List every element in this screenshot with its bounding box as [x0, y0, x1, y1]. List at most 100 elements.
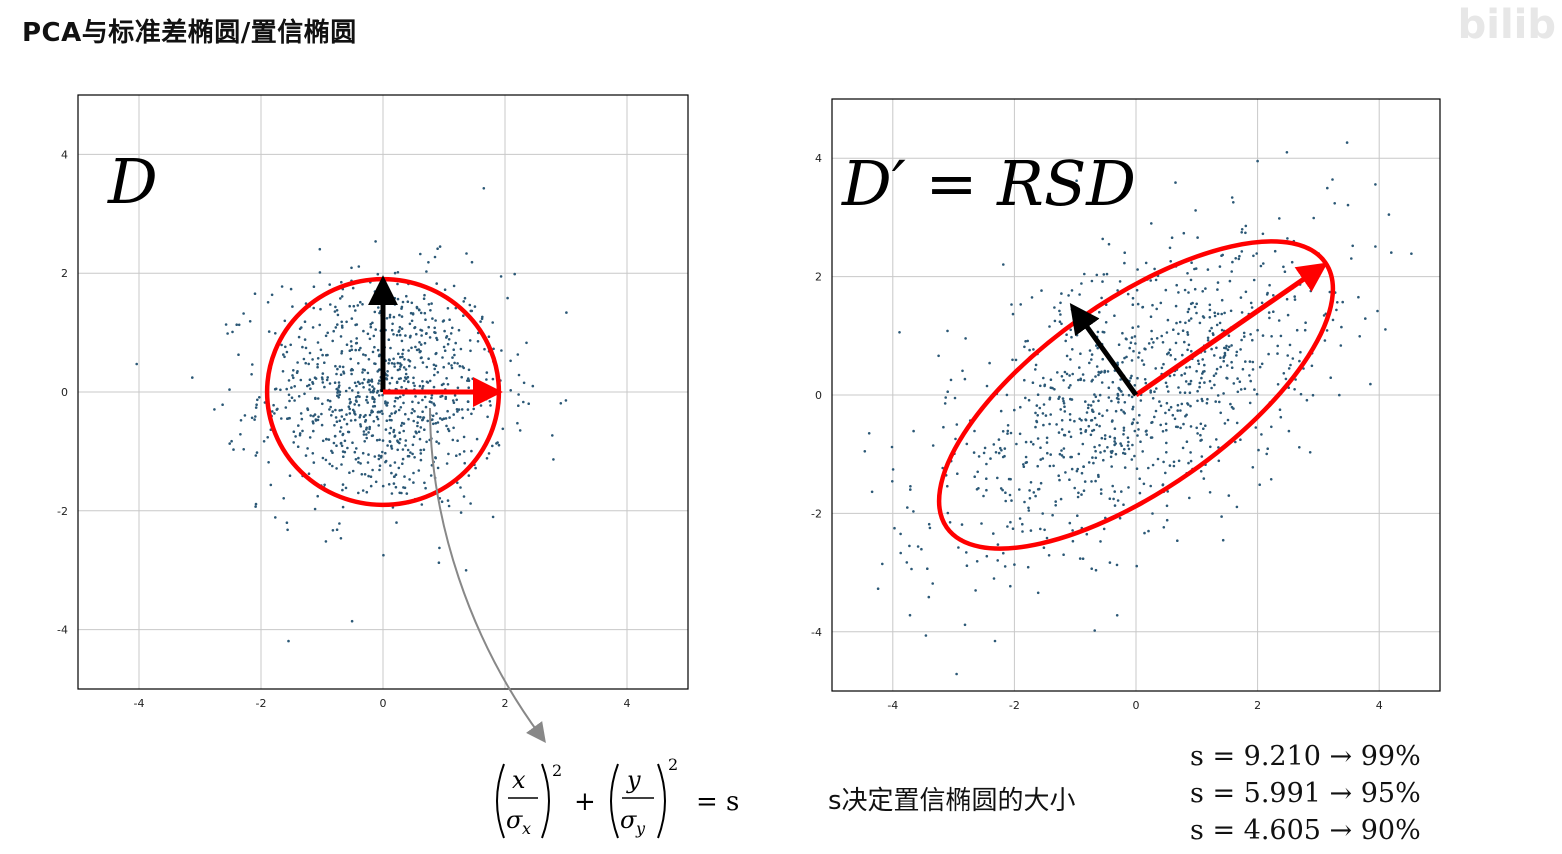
data-point — [334, 408, 337, 412]
data-point — [1182, 231, 1186, 235]
data-point — [456, 481, 459, 485]
data-point — [941, 466, 944, 470]
data-point — [1076, 467, 1079, 471]
data-point — [399, 365, 402, 368]
data-point — [302, 357, 306, 361]
data-point — [1097, 373, 1100, 377]
data-point — [1186, 310, 1190, 314]
data-point — [1046, 451, 1049, 455]
data-point — [459, 486, 462, 489]
data-point — [1149, 436, 1153, 439]
data-point — [964, 337, 967, 340]
data-point — [1123, 261, 1126, 265]
data-point — [1126, 444, 1130, 447]
data-point — [350, 348, 354, 352]
y-tick-label: 0 — [815, 389, 822, 402]
plot-label-d-prime: D′ = RSD — [841, 147, 1136, 220]
data-point — [291, 374, 294, 377]
data-point — [348, 304, 352, 308]
data-point — [334, 326, 338, 329]
data-point — [1225, 344, 1228, 348]
data-point — [1100, 296, 1103, 300]
data-point — [226, 332, 229, 335]
data-point — [287, 639, 290, 643]
data-point — [527, 402, 530, 406]
data-point — [390, 447, 394, 450]
data-point — [1058, 395, 1061, 399]
data-point — [282, 497, 285, 500]
data-point — [1067, 430, 1071, 434]
data-point — [451, 326, 454, 330]
data-point — [1070, 467, 1074, 471]
data-point — [1266, 447, 1269, 451]
data-point — [1158, 400, 1161, 403]
data-point — [437, 442, 441, 445]
data-point — [331, 410, 334, 413]
y-tick-label: 0 — [61, 386, 68, 399]
data-point — [271, 410, 274, 413]
data-point — [311, 358, 314, 361]
data-point — [491, 444, 494, 448]
data-point — [288, 474, 292, 478]
data-point — [254, 505, 257, 508]
data-point — [1169, 405, 1173, 409]
data-point — [1010, 303, 1013, 306]
data-point — [1187, 343, 1191, 347]
data-point — [413, 409, 416, 413]
data-point — [1357, 295, 1360, 299]
data-point — [325, 378, 329, 382]
data-point — [388, 313, 392, 317]
data-point — [1210, 386, 1213, 390]
data-point — [301, 429, 304, 433]
data-point — [299, 412, 303, 415]
data-point — [1218, 321, 1222, 325]
data-point — [983, 446, 987, 450]
data-point — [373, 404, 377, 408]
data-point — [416, 415, 420, 419]
data-point — [470, 412, 473, 416]
data-point — [1257, 448, 1260, 452]
data-point — [316, 363, 319, 366]
data-point — [351, 368, 355, 372]
data-point — [378, 438, 381, 442]
data-point — [390, 362, 394, 365]
data-point — [1184, 380, 1188, 383]
data-point — [1227, 334, 1231, 337]
data-point — [1011, 358, 1014, 362]
data-point — [372, 420, 376, 423]
data-point — [1089, 433, 1093, 437]
data-point — [276, 407, 279, 411]
data-point — [1076, 495, 1080, 499]
data-point — [1024, 461, 1028, 465]
data-point — [415, 332, 418, 336]
data-point — [250, 416, 254, 420]
data-point — [430, 401, 433, 404]
data-point — [1219, 411, 1222, 415]
data-point — [1113, 427, 1117, 431]
data-point — [1165, 441, 1168, 445]
data-point — [433, 331, 437, 334]
data-point — [1269, 478, 1273, 481]
data-point — [424, 405, 428, 409]
data-point — [270, 293, 274, 297]
data-point — [400, 424, 403, 427]
data-point — [1345, 141, 1349, 144]
data-point — [1019, 303, 1022, 306]
data-point — [1098, 444, 1101, 447]
data-point — [363, 473, 367, 476]
data-point — [284, 345, 287, 349]
data-point — [334, 416, 338, 419]
data-point — [1177, 459, 1181, 463]
data-point — [397, 466, 401, 470]
data-point — [965, 564, 969, 567]
data-point — [386, 444, 389, 447]
data-point — [1120, 490, 1123, 493]
data-point — [468, 339, 472, 342]
data-point — [368, 337, 372, 341]
data-point — [1048, 398, 1051, 401]
data-point — [1129, 376, 1132, 380]
data-point — [255, 451, 259, 454]
minor-axis-vector — [1069, 302, 1139, 397]
data-point — [443, 329, 446, 333]
data-point — [437, 561, 441, 564]
